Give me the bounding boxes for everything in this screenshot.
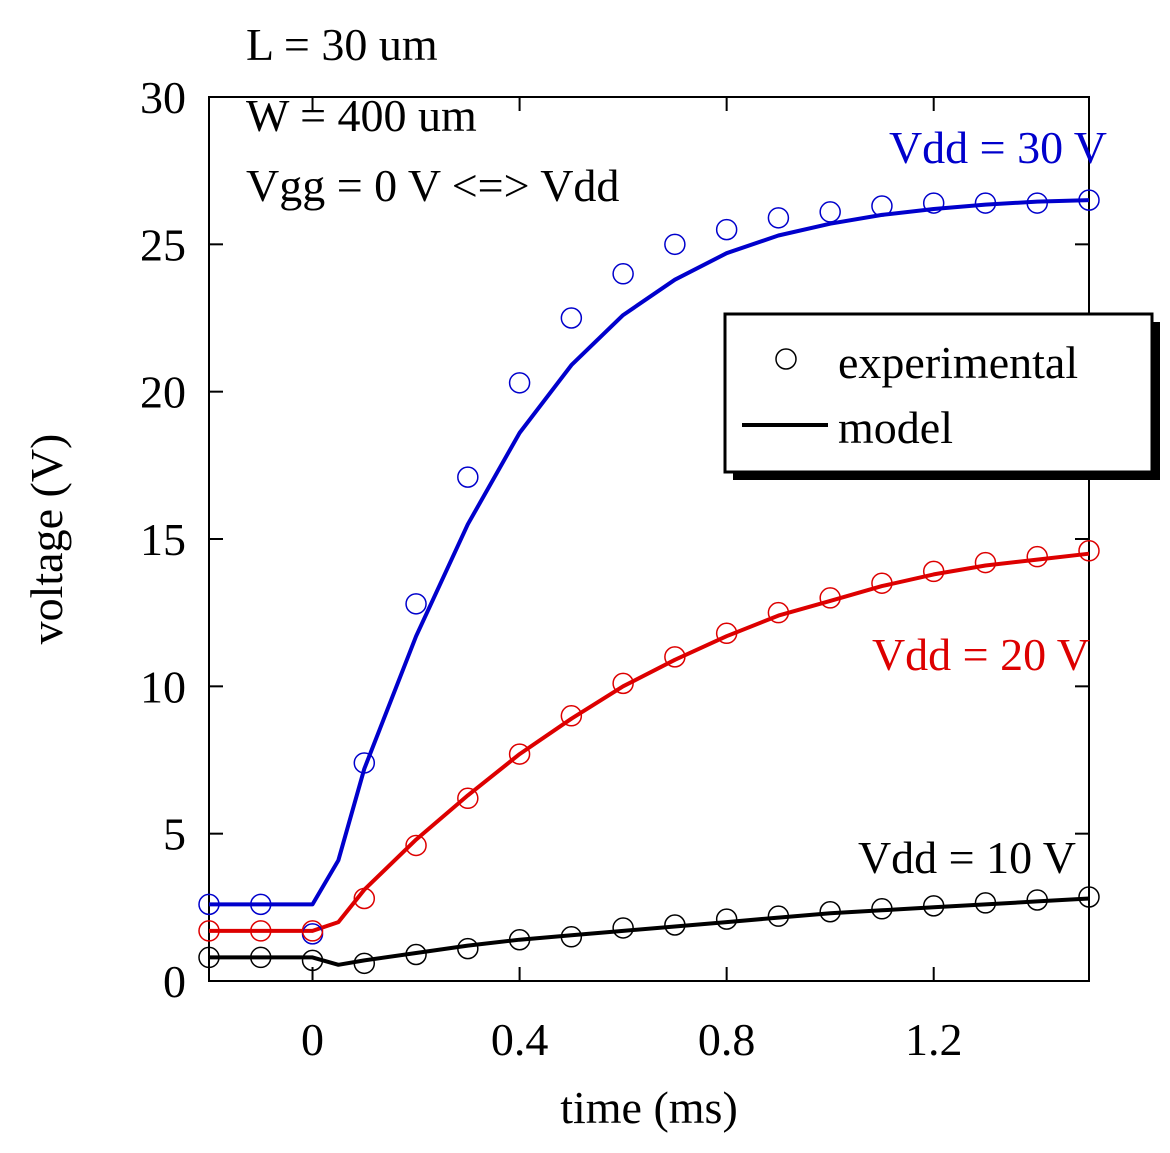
experimental-point-series-1 xyxy=(974,551,997,574)
experimental-point-series-0 xyxy=(508,372,531,394)
experimental-point-series-2 xyxy=(922,895,945,917)
experimental-point-series-0 xyxy=(405,593,427,615)
experimental-point-series-0 xyxy=(871,195,893,217)
experimental-point-series-1 xyxy=(715,622,738,645)
legend: experimental model xyxy=(723,312,1160,480)
experimental-point-series-2 xyxy=(457,937,479,960)
annotation-vgg: Vgg = 0 V <=> Vdd xyxy=(246,160,619,211)
experimental-point-series-1 xyxy=(560,705,583,727)
experimental-point-series-0 xyxy=(353,752,376,774)
experimental-point-series-2 xyxy=(250,946,272,969)
x-tick-label: 0 xyxy=(301,1014,324,1065)
y-tick-label: 10 xyxy=(140,661,186,712)
experimental-point-series-2 xyxy=(1026,889,1048,911)
x-tick-label: 0.8 xyxy=(698,1014,756,1065)
experimental-point-series-2 xyxy=(353,952,376,975)
experimental-point-series-1 xyxy=(871,572,893,594)
experimental-point-series-0 xyxy=(612,263,634,285)
annotation-length: L = 30 um xyxy=(246,19,438,70)
experimental-point-series-0 xyxy=(974,192,997,214)
experimental-point-series-0 xyxy=(560,307,583,329)
experimental-point-series-1 xyxy=(198,920,220,942)
y-tick-label: 30 xyxy=(140,72,186,123)
x-axis-label: time (ms) xyxy=(560,1082,738,1133)
axis-ticks: 0 0.4 0.8 1.2 0 5 10 15 20 25 30 xyxy=(140,72,1089,1065)
experimental-point-series-2 xyxy=(1078,886,1100,908)
experimental-point-series-0 xyxy=(922,192,945,214)
experimental-point-series-1 xyxy=(767,601,790,624)
series-label-vdd30: Vdd = 30 V xyxy=(889,122,1107,173)
experimental-point-series-1 xyxy=(819,587,841,609)
experimental-point-series-2 xyxy=(508,928,531,951)
experimental-point-series-2 xyxy=(301,949,324,972)
y-axis-label: voltage (V) xyxy=(21,434,72,645)
experimental-points xyxy=(198,189,1100,975)
model-line-series-0 xyxy=(209,198,1090,907)
experimental-point-series-2 xyxy=(405,943,427,966)
experimental-point-series-1 xyxy=(353,887,376,910)
experimental-point-series-0 xyxy=(198,893,220,916)
experimental-point-series-1 xyxy=(664,646,686,668)
experimental-point-series-0 xyxy=(664,233,686,256)
experimental-point-series-1 xyxy=(1026,545,1048,568)
experimental-point-series-0 xyxy=(715,218,738,241)
experimental-point-series-2 xyxy=(871,898,893,920)
experimental-point-series-1 xyxy=(301,920,324,942)
experimental-point-series-0 xyxy=(1078,189,1100,211)
experimental-point-series-1 xyxy=(250,920,272,942)
legend-box xyxy=(723,312,1154,474)
experimental-point-series-2 xyxy=(198,946,220,969)
experimental-point-series-1 xyxy=(457,787,479,810)
legend-experimental-marker xyxy=(775,348,797,370)
experimental-point-series-2 xyxy=(974,892,997,914)
y-tick-label: 25 xyxy=(140,219,186,270)
y-tick-label: 15 xyxy=(140,514,186,565)
legend-experimental-label: experimental xyxy=(838,337,1078,388)
experimental-point-series-1 xyxy=(508,743,531,765)
x-tick-label: 1.2 xyxy=(905,1014,963,1065)
experimental-point-series-0 xyxy=(250,893,272,916)
legend-model-label: model xyxy=(838,402,953,453)
y-tick-label: 5 xyxy=(163,809,186,860)
experimental-point-series-0 xyxy=(1026,192,1048,214)
annotation-width: W = 400 um xyxy=(246,90,477,141)
series-label-vdd20: Vdd = 20 V xyxy=(872,629,1090,680)
y-tick-label: 0 xyxy=(163,956,186,1007)
experimental-point-series-2 xyxy=(819,901,841,923)
experimental-point-series-0 xyxy=(457,466,479,488)
experimental-point-series-1 xyxy=(405,834,427,857)
series-label-vdd10: Vdd = 10 V xyxy=(858,832,1076,883)
experimental-point-series-1 xyxy=(1078,540,1100,562)
experimental-point-series-2 xyxy=(715,908,738,930)
experimental-point-series-0 xyxy=(819,201,841,223)
experimental-point-series-0 xyxy=(767,207,790,229)
experimental-point-series-2 xyxy=(767,905,790,927)
experimental-point-series-1 xyxy=(922,560,945,583)
x-tick-label: 0.4 xyxy=(491,1014,549,1065)
experimental-point-series-2 xyxy=(612,917,634,939)
experimental-point-series-2 xyxy=(664,914,686,936)
parameter-annotations: L = 30 um W = 400 um Vgg = 0 V <=> Vdd xyxy=(246,19,619,211)
experimental-point-series-2 xyxy=(560,926,583,948)
experimental-point-series-1 xyxy=(612,672,634,695)
model-line-series-2 xyxy=(209,896,1090,967)
model-line-series-1 xyxy=(209,551,1090,933)
y-tick-label: 20 xyxy=(140,367,186,418)
